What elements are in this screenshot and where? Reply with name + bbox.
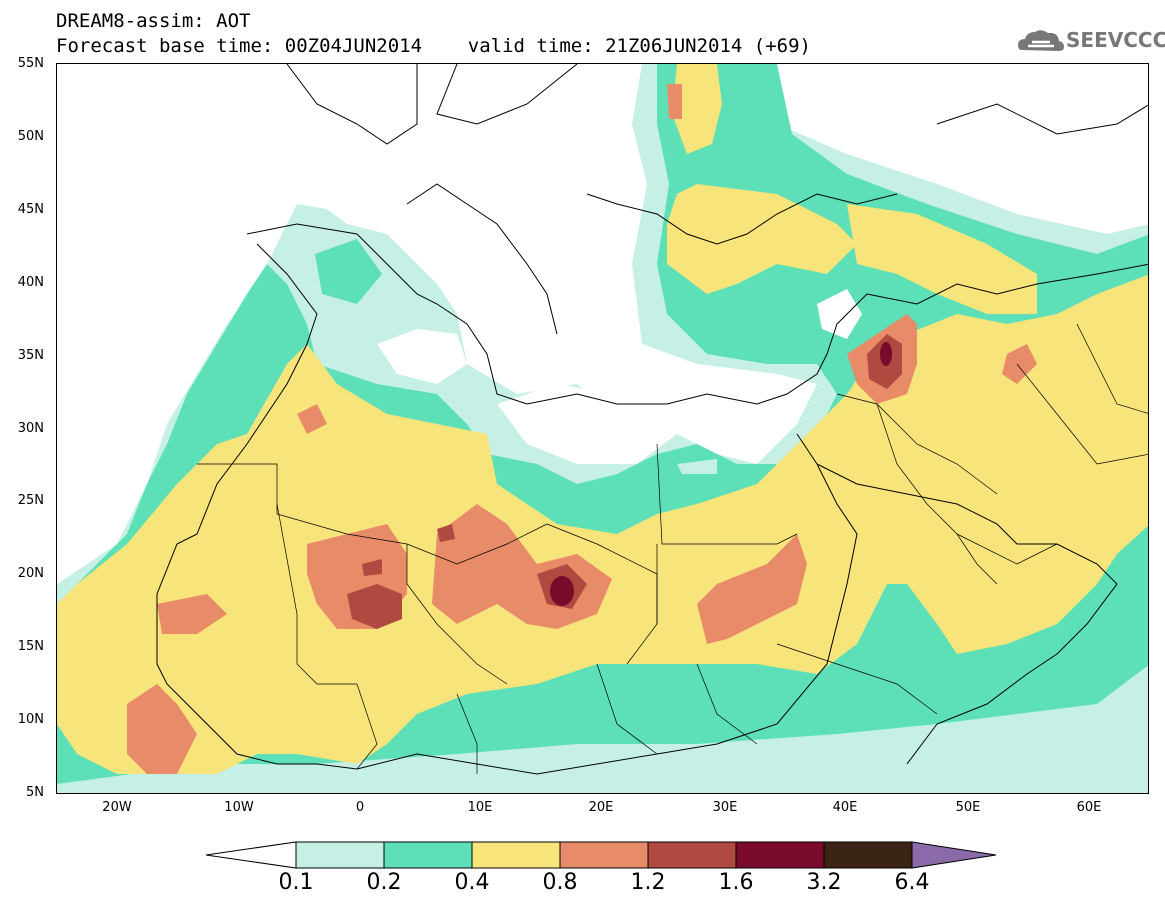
colorbar-bin [383, 841, 473, 869]
lat-label: 50N [17, 129, 44, 144]
map-title: DREAM8-assim: AOT [56, 10, 251, 32]
lat-label: 40N [17, 275, 44, 290]
colorbar-bin [559, 841, 649, 869]
colorbar-label: 0.8 [542, 870, 578, 895]
colorbar-label: 0.1 [278, 870, 314, 895]
lat-label: 5N [26, 785, 44, 800]
colorbar-label: 6.4 [894, 870, 930, 895]
aot-clean-areas [377, 289, 862, 474]
lat-label: 55N [17, 56, 44, 71]
colorbar-label: 1.6 [718, 870, 754, 895]
forecast-time-line: Forecast base time: 00Z04JUN2014 valid t… [56, 35, 811, 57]
aot-level-1-6 [550, 342, 892, 606]
lat-label: 10N [17, 712, 44, 727]
lat-label: 20N [17, 566, 44, 581]
lon-label: 20E [588, 800, 614, 815]
lon-label: 60E [1076, 800, 1102, 815]
lon-label: 40E [832, 800, 858, 815]
lon-label: 10W [224, 800, 254, 815]
colorbar-bin [735, 841, 825, 869]
colorbar-bin [823, 841, 913, 869]
lat-label: 30N [17, 421, 44, 436]
colorbar-underflow-triangle [206, 841, 297, 869]
colorbar-overflow-triangle [911, 841, 997, 869]
lon-label: 30E [712, 800, 738, 815]
lat-label: 25N [17, 493, 44, 508]
coastlines [156, 64, 1148, 775]
lon-label: 10E [467, 800, 493, 815]
seevccc-logo-text: SEEVCCC [1066, 28, 1165, 52]
colorbar-bin [647, 841, 737, 869]
lon-label: 0 [355, 800, 365, 815]
colorbar-bin [471, 841, 561, 869]
lon-label: 50E [955, 800, 981, 815]
cloud-logo-icon [1018, 30, 1064, 51]
colorbar-label: 0.2 [366, 870, 402, 895]
aot-colorbar [206, 841, 997, 869]
aot-map [56, 63, 1149, 794]
colorbar-bin [295, 841, 385, 869]
colorbar-label: 1.2 [630, 870, 666, 895]
lat-label: 45N [17, 202, 44, 217]
country-borders [197, 323, 1148, 774]
colorbar-label: 3.2 [806, 870, 842, 895]
lon-label: 20W [102, 800, 132, 815]
colorbar-label: 0.4 [454, 870, 490, 895]
lat-label: 15N [17, 639, 44, 654]
lat-label: 35N [17, 348, 44, 363]
